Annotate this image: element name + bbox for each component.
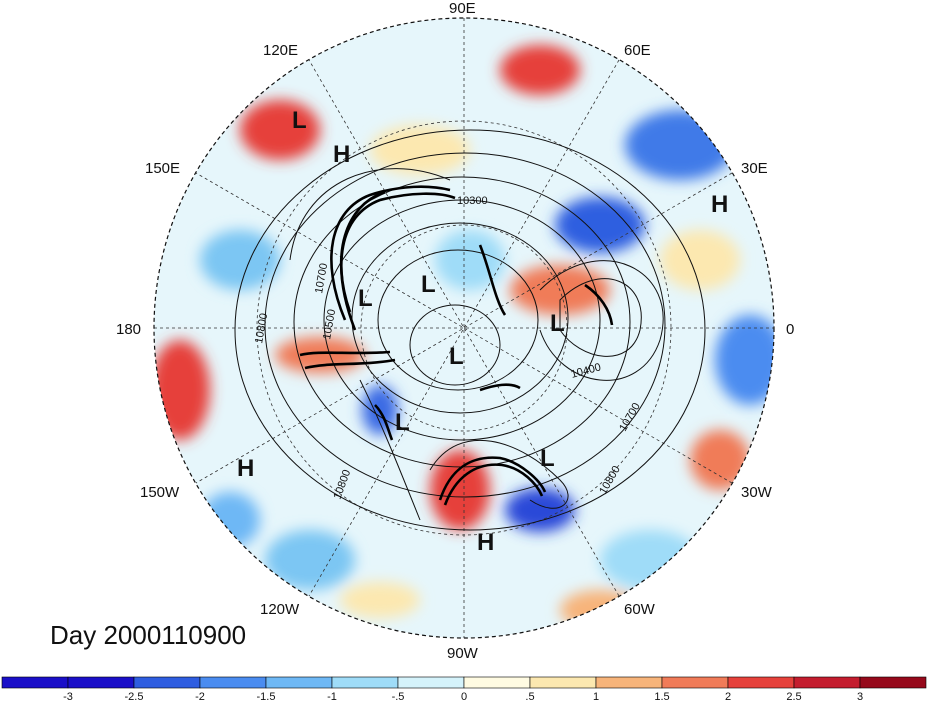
- longitude-label: 60W: [624, 601, 656, 618]
- longitude-label: 0: [786, 321, 794, 338]
- high-center: H: [711, 191, 728, 218]
- contour-label: 10800: [253, 312, 270, 344]
- low-center: L: [550, 310, 565, 337]
- colorbar-tick-label: 1: [593, 691, 599, 702]
- colorbar-swatch: [661, 676, 729, 689]
- colorbar-tick-label: 3: [857, 691, 863, 702]
- contour-label: 10700: [313, 262, 330, 294]
- colorbar-swatches: [1, 676, 927, 689]
- high-center: H: [333, 141, 350, 168]
- colorbar-tick-label: 0: [461, 691, 467, 702]
- colorbar-swatch: [529, 676, 597, 689]
- jet-streaks: [299, 185, 614, 506]
- colorbar-swatch: [793, 676, 861, 689]
- colorbar-tick-label: 2: [725, 691, 731, 702]
- colorbar-swatch: [595, 676, 663, 689]
- low-center: L: [358, 285, 373, 312]
- colorbar-swatch: [133, 676, 201, 689]
- colorbar-tick-label: .5: [525, 691, 534, 702]
- high-center: H: [237, 455, 254, 482]
- longitude-labels: 90E 60E 30E 0 30W 60W 90W 120W 150W 180 …: [116, 0, 794, 662]
- colorbar-tick-label: -2.5: [125, 691, 144, 702]
- longitude-label: 180: [116, 321, 141, 338]
- longitude-label: 150W: [140, 484, 180, 501]
- colorbar-tick-label: -1.5: [257, 691, 276, 702]
- low-center: L: [449, 343, 464, 370]
- colorbar-swatch: [67, 676, 135, 689]
- colorbar-swatch: [331, 676, 399, 689]
- longitude-label: 30W: [741, 484, 773, 501]
- height-contours: [234, 129, 706, 531]
- longitude-label: 60E: [624, 42, 651, 59]
- longitude-label: 90E: [449, 0, 476, 17]
- colorbar-swatch: [1, 676, 69, 689]
- date-title: Day 2000110900: [50, 620, 247, 650]
- colorbar-swatch: [859, 676, 927, 689]
- longitude-label: 120W: [260, 601, 300, 618]
- colorbar: -3 -2.5 -2 -1.5 -1 -.5 0 .5 1 1.5 2 2.5 3: [1, 676, 927, 702]
- colorbar-swatch: [265, 676, 333, 689]
- pressure-centers: L H H L L L L L H L H: [237, 107, 728, 556]
- colorbar-swatch: [727, 676, 795, 689]
- colorbar-tick-label: -2: [195, 691, 205, 702]
- contour-label: 10500: [321, 308, 338, 340]
- longitude-label: 120E: [263, 42, 298, 59]
- longitude-label: 90W: [447, 645, 479, 662]
- colorbar-tick-labels: -3 -2.5 -2 -1.5 -1 -.5 0 .5 1 1.5 2 2.5 3: [63, 691, 863, 702]
- colorbar-swatch: [463, 676, 531, 689]
- low-center: L: [421, 271, 436, 298]
- colorbar-tick-label: -3: [63, 691, 73, 702]
- colorbar-tick-label: 1.5: [654, 691, 669, 702]
- colorbar-tick-label: 2.5: [786, 691, 801, 702]
- colorbar-swatch: [397, 676, 465, 689]
- high-center: H: [477, 529, 494, 556]
- low-center: L: [395, 409, 410, 436]
- map-boundary: [153, 17, 775, 639]
- colorbar-tick-label: -1: [327, 691, 337, 702]
- colorbar-swatch: [199, 676, 267, 689]
- low-center: L: [540, 445, 555, 472]
- contour-label: 10300: [457, 195, 488, 207]
- colorbar-tick-label: -.5: [392, 691, 405, 702]
- low-center: L: [292, 107, 307, 134]
- longitude-label: 30E: [741, 160, 768, 177]
- polar-map: 10300 10700 10500 10800 10400 10700 1080…: [116, 0, 794, 662]
- longitude-label: 150E: [145, 160, 180, 177]
